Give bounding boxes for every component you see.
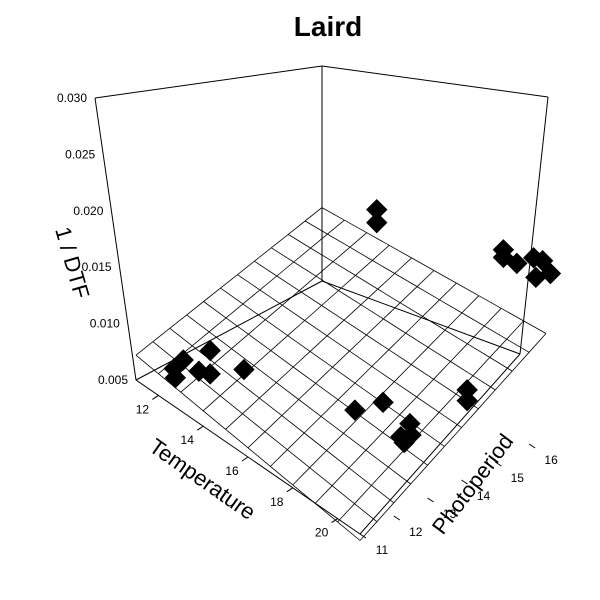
y-tick-label: 14 — [477, 489, 491, 503]
frame-floor-back-left — [135, 280, 323, 381]
y-tick-mark — [393, 515, 401, 521]
data-point — [492, 239, 515, 261]
z-tick-label: 0.030 — [57, 91, 87, 105]
y-tick-mark — [528, 443, 536, 449]
data-points — [163, 198, 562, 454]
surface-gridline-x — [135, 207, 323, 356]
x-tick-label: 18 — [270, 495, 284, 509]
y-tick-mark — [461, 479, 468, 485]
surface-gridline-x — [337, 320, 524, 523]
surface-gridline-y — [287, 234, 513, 372]
x-tick-mark — [331, 518, 338, 524]
data-point — [372, 391, 394, 414]
frame-right-vertical — [519, 96, 549, 355]
z-tick-label: 0.010 — [90, 317, 120, 331]
data-point — [199, 363, 221, 385]
surface-gridline-x — [314, 308, 502, 504]
y-tick-mark — [495, 461, 502, 467]
surface-gridline-y — [271, 247, 496, 391]
chart-title: Laird — [294, 11, 362, 42]
surface-gridline-y — [321, 207, 547, 334]
surface-gridline-x — [247, 270, 435, 449]
surface-gridline-y — [186, 314, 411, 485]
z-tick-label: 0.025 — [65, 147, 95, 161]
surface-gridline-x — [270, 282, 457, 467]
x-tick-mark — [196, 425, 204, 431]
plot-box-frame — [94, 65, 549, 535]
data-point — [366, 198, 388, 221]
y-tick-mark — [359, 533, 367, 539]
data-point — [539, 262, 562, 285]
y-tick-label: 12 — [409, 525, 423, 539]
data-point — [233, 358, 255, 381]
data-point — [506, 252, 528, 275]
surface-gridline-x — [158, 219, 345, 375]
data-point — [344, 399, 366, 421]
data-point — [366, 211, 388, 234]
frame-left-back-vertical — [94, 65, 323, 99]
axis-ticks: 0.005 0.010 0.015 0.020 0.025 0.030 12 14 16 18 20… — [57, 91, 558, 557]
y-tick-label: 13 — [443, 507, 457, 521]
frame-back-right — [321, 65, 549, 98]
x-tick-mark — [241, 456, 249, 462]
data-point — [172, 349, 194, 371]
surface-gridline-x — [225, 257, 412, 430]
z-tick-label: 0.005 — [98, 373, 128, 387]
surface-gridline-y — [237, 274, 462, 428]
x-tick-label: 14 — [181, 433, 195, 447]
x-tick-label: 20 — [315, 526, 329, 540]
data-point — [199, 339, 221, 362]
surface-gridline-x — [202, 245, 390, 412]
x-tick-label: 16 — [225, 464, 239, 478]
y-tick-label: 11 — [376, 543, 389, 557]
y-tick-mark — [427, 497, 434, 503]
data-point — [456, 379, 478, 401]
data-point — [399, 412, 421, 435]
surface-gridline-y — [304, 220, 530, 353]
x-tick-label: 12 — [136, 402, 150, 416]
surface-gridline-x — [359, 333, 547, 541]
data-point — [456, 389, 478, 412]
frame-floor-front-right — [359, 353, 521, 535]
x-axis-label: Temperature — [145, 433, 261, 524]
surface-gridline-y — [152, 341, 378, 523]
x-tick-mark — [152, 394, 159, 400]
y-tick-label: 16 — [544, 453, 558, 467]
z-tick-label: 0.020 — [73, 204, 103, 218]
surface-gridline-y — [254, 260, 479, 410]
frame-left-front-vertical — [94, 97, 137, 381]
data-point — [164, 367, 187, 389]
surface-gridline-x — [292, 295, 480, 486]
y-tick-label: 15 — [511, 471, 525, 485]
x-tick-mark — [286, 487, 294, 493]
data-point — [393, 431, 415, 454]
surface-gridline-y — [203, 301, 428, 466]
y-axis-label: Photoperiod — [427, 429, 518, 539]
z-tick-label: 0.015 — [82, 260, 112, 274]
